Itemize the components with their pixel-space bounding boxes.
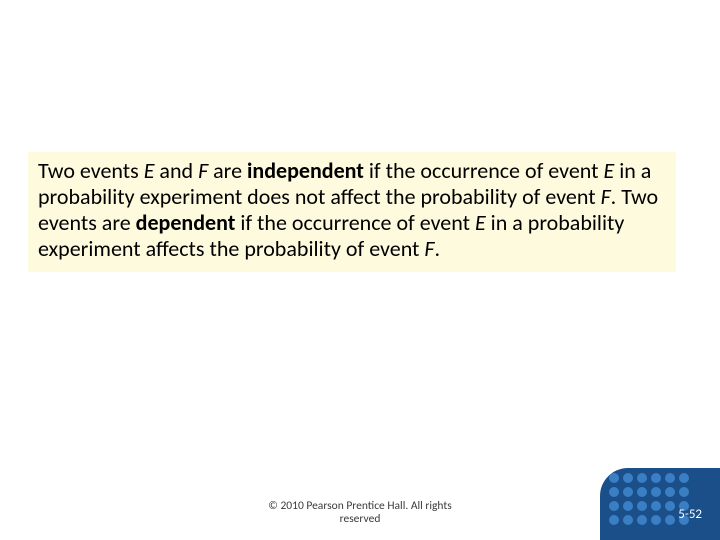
text-run: . [435,235,441,262]
footer-line-1: © 2010 Pearson Prentice Hall. All rights [268,499,451,513]
bold-term: dependent [136,209,236,236]
text-run: are [208,157,247,184]
italic-variable: E [603,157,614,184]
text-run: if the occurrence of event [364,157,604,184]
italic-variable: F [424,235,434,262]
corner-decoration [600,468,720,540]
definition-paragraph: Two events E and F are independent if th… [38,157,658,262]
text-run: if the occurrence of event [235,209,475,236]
definition-text-box: Two events E and F are independent if th… [28,152,676,272]
italic-variable: F [601,183,611,210]
footer-line-2: reserved [340,512,381,526]
italic-variable: E [144,157,155,184]
text-run: and [154,157,198,184]
italic-variable: F [198,157,208,184]
bold-term: independent [247,157,364,184]
page-number: 5-52 [678,507,702,522]
italic-variable: E [475,209,486,236]
text-run: Two events [38,157,144,184]
